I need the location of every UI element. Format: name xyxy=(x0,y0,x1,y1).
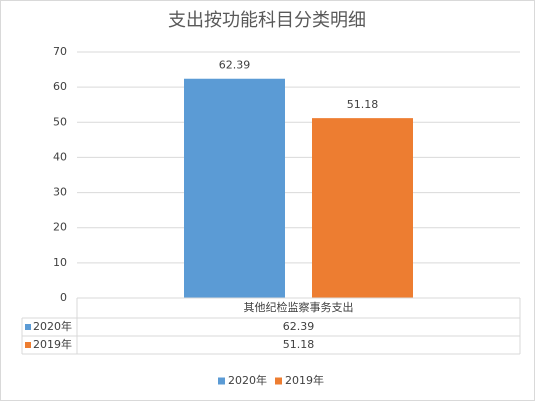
table-row-header: 2019年 xyxy=(33,337,72,351)
legend-key xyxy=(275,377,282,385)
y-tick-label: 60 xyxy=(53,80,67,93)
value-label: 62.39 xyxy=(219,59,251,72)
y-tick-label: 10 xyxy=(53,256,67,269)
table-row-header: 2020年 xyxy=(33,319,72,333)
x-tick-label: 其他纪检监察事务支出 xyxy=(244,300,354,314)
table-cell: 62.39 xyxy=(283,320,315,333)
y-tick-label: 20 xyxy=(53,221,67,234)
y-tick-label: 30 xyxy=(53,186,67,199)
table-legend-key xyxy=(25,324,31,330)
table-cell: 51.18 xyxy=(283,338,315,351)
y-tick-label: 0 xyxy=(60,291,67,304)
legend-label: 2020年 xyxy=(228,373,267,387)
y-tick-label: 40 xyxy=(53,150,67,163)
bar xyxy=(312,118,413,298)
bar xyxy=(184,78,285,298)
y-tick-label: 50 xyxy=(53,115,67,128)
y-tick-label: 70 xyxy=(53,45,67,58)
legend-key xyxy=(218,377,225,385)
chart-title: 支出按功能科目分类明细 xyxy=(168,10,366,31)
value-label: 51.18 xyxy=(347,98,379,111)
legend-label: 2019年 xyxy=(285,373,324,387)
table-legend-key xyxy=(25,342,31,348)
